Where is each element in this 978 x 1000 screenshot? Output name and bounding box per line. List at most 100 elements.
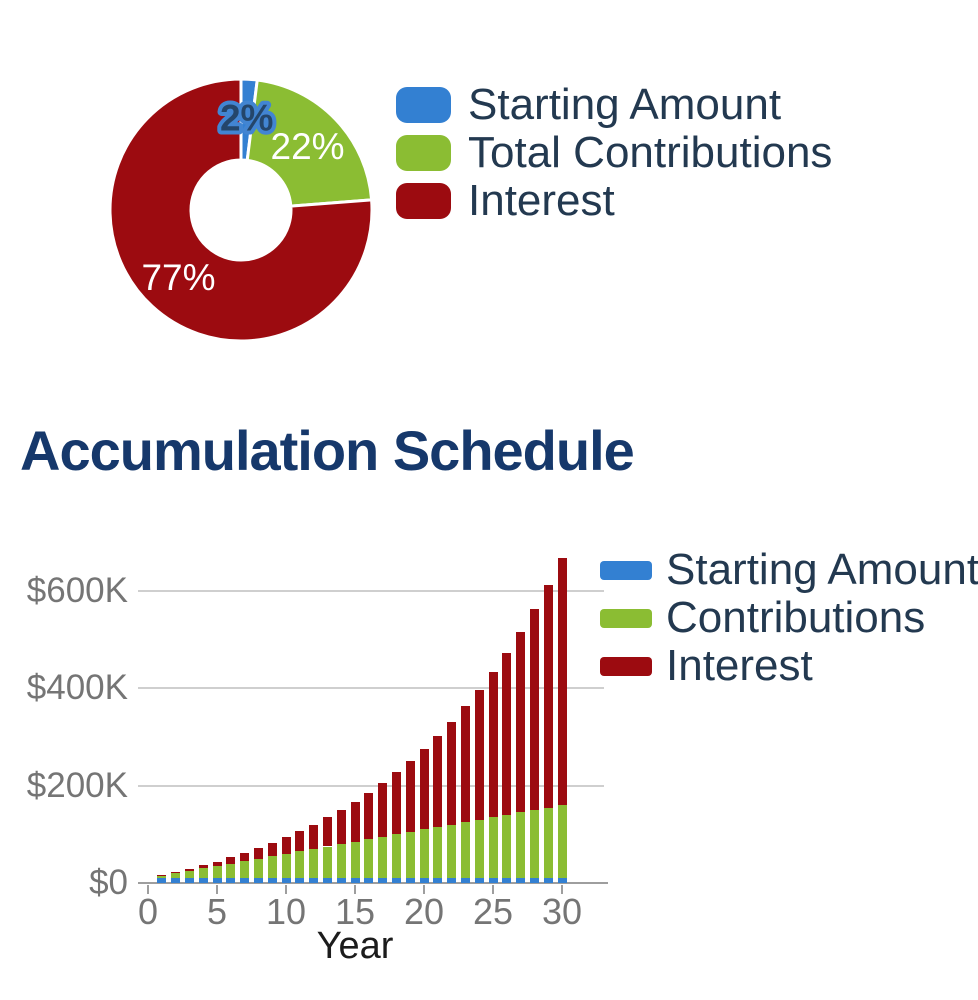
bar-year-10-starting-amount[interactable] <box>281 878 291 883</box>
pie-slice-label-starting-amount: 2% <box>220 98 273 139</box>
bar-year-13-interest[interactable] <box>322 817 332 847</box>
bar-year-25-contributions[interactable] <box>488 817 498 879</box>
bar-year-25-interest[interactable] <box>488 671 498 818</box>
bar-year-17-interest[interactable] <box>378 782 388 837</box>
bar-year-22-starting-amount[interactable] <box>447 878 457 883</box>
bar-year-20-starting-amount[interactable] <box>419 878 429 883</box>
bar-year-14-interest[interactable] <box>336 809 346 845</box>
bar-year-30-interest[interactable] <box>557 558 567 806</box>
bar-year-9-starting-amount[interactable] <box>267 878 277 883</box>
starting-amount-swatch <box>396 87 451 123</box>
bar-year-6-interest[interactable] <box>226 857 236 864</box>
bar-year-1-contributions[interactable] <box>157 875 167 879</box>
bar-year-7-contributions[interactable] <box>240 861 250 879</box>
bar-year-4-starting-amount[interactable] <box>198 878 208 883</box>
bar-year-18-starting-amount[interactable] <box>391 878 401 883</box>
bar-year-26-contributions[interactable] <box>502 814 512 879</box>
bar-year-28-starting-amount[interactable] <box>529 878 539 883</box>
bar-year-1-starting-amount[interactable] <box>157 878 167 883</box>
bar-year-11-interest[interactable] <box>295 831 305 852</box>
pie-legend-label-total-contributions: Total Contributions <box>468 128 833 177</box>
bar-year-24-contributions[interactable] <box>474 819 484 879</box>
bar-year-13-starting-amount[interactable] <box>322 878 332 883</box>
bar-year-24-starting-amount[interactable] <box>474 878 484 883</box>
bar-year-14-starting-amount[interactable] <box>336 878 346 883</box>
bar-year-20-interest[interactable] <box>419 749 429 830</box>
x-axis-tick-label: 10 <box>265 891 307 932</box>
pie-slice-interest[interactable] <box>108 77 374 343</box>
bar-year-14-contributions[interactable] <box>336 844 346 879</box>
bar-year-22-interest[interactable] <box>447 721 457 825</box>
bar-year-25-starting-amount[interactable] <box>488 878 498 883</box>
bar-year-9-interest[interactable] <box>267 842 277 857</box>
bar-year-8-starting-amount[interactable] <box>253 878 263 883</box>
bar-year-18-contributions[interactable] <box>391 834 401 879</box>
bar-year-4-contributions[interactable] <box>198 868 208 879</box>
bar-year-26-interest[interactable] <box>502 652 512 815</box>
bar-year-8-contributions[interactable] <box>253 858 263 879</box>
bar-year-7-starting-amount[interactable] <box>240 878 250 883</box>
bar-year-23-starting-amount[interactable] <box>460 878 470 883</box>
bar-year-19-interest[interactable] <box>405 761 415 832</box>
bar-year-10-contributions[interactable] <box>281 853 291 879</box>
bar-year-11-contributions[interactable] <box>295 851 305 879</box>
bar-year-30-contributions[interactable] <box>557 805 567 879</box>
bar-year-27-starting-amount[interactable] <box>516 878 526 883</box>
pie-slice-total-contributions[interactable] <box>245 78 374 208</box>
bar-year-22-contributions[interactable] <box>447 824 457 879</box>
pie-chart[interactable]: 2%22% 77% <box>95 64 395 364</box>
bar-year-11-starting-amount[interactable] <box>295 878 305 883</box>
bar-year-16-interest[interactable] <box>364 792 374 840</box>
bar-year-17-starting-amount[interactable] <box>378 878 388 883</box>
bar-year-19-contributions[interactable] <box>405 831 415 879</box>
bar-year-27-contributions[interactable] <box>516 812 526 879</box>
x-axis-tick <box>216 885 218 894</box>
bar-year-23-contributions[interactable] <box>460 822 470 879</box>
bar-year-16-contributions[interactable] <box>364 839 374 879</box>
bar-year-28-contributions[interactable] <box>529 810 539 879</box>
bar-year-17-contributions[interactable] <box>378 836 388 879</box>
bar-year-2-interest[interactable] <box>171 872 181 874</box>
bar-year-18-interest[interactable] <box>391 772 401 835</box>
bar-year-21-starting-amount[interactable] <box>433 878 443 883</box>
bar-year-27-interest[interactable] <box>516 631 526 813</box>
bar-year-29-contributions[interactable] <box>543 807 553 879</box>
bar-year-8-interest[interactable] <box>253 848 263 859</box>
bar-year-5-contributions[interactable] <box>212 865 222 879</box>
bar-year-21-interest[interactable] <box>433 735 443 828</box>
bar-year-10-interest[interactable] <box>281 837 291 854</box>
bar-year-15-contributions[interactable] <box>350 841 360 879</box>
bar-year-28-interest[interactable] <box>529 609 539 811</box>
bar-year-13-contributions[interactable] <box>322 846 332 879</box>
bar-year-29-interest[interactable] <box>543 584 553 808</box>
bar-year-12-contributions[interactable] <box>309 848 319 879</box>
pie-legend-label-interest: Interest <box>468 176 615 225</box>
bar-year-15-starting-amount[interactable] <box>350 878 360 883</box>
bar-year-30-starting-amount[interactable] <box>557 878 567 883</box>
interest-swatch <box>600 656 652 676</box>
bar-year-2-contributions[interactable] <box>171 873 181 879</box>
bar-year-16-starting-amount[interactable] <box>364 878 374 883</box>
bar-year-3-interest[interactable] <box>184 868 194 871</box>
bar-year-26-starting-amount[interactable] <box>502 878 512 883</box>
bar-year-5-starting-amount[interactable] <box>212 878 222 883</box>
bar-year-29-starting-amount[interactable] <box>543 878 553 883</box>
bar-year-24-interest[interactable] <box>474 689 484 820</box>
bar-year-4-interest[interactable] <box>198 865 208 869</box>
bar-year-12-starting-amount[interactable] <box>309 878 319 883</box>
bar-year-6-starting-amount[interactable] <box>226 878 236 883</box>
bar-year-15-interest[interactable] <box>350 801 360 842</box>
bar-year-6-contributions[interactable] <box>226 863 236 879</box>
bar-year-12-interest[interactable] <box>309 824 319 849</box>
bar-year-20-contributions[interactable] <box>419 829 429 879</box>
bar-year-5-interest[interactable] <box>212 861 222 866</box>
bar-year-19-starting-amount[interactable] <box>405 878 415 883</box>
bar-year-7-interest[interactable] <box>240 852 250 862</box>
bar-year-9-contributions[interactable] <box>267 856 277 879</box>
bar-year-21-contributions[interactable] <box>433 827 443 879</box>
bar-year-3-contributions[interactable] <box>184 870 194 879</box>
bar-year-3-starting-amount[interactable] <box>184 878 194 883</box>
bar-year-23-interest[interactable] <box>460 706 470 823</box>
starting-amount-swatch <box>600 560 652 580</box>
bar-year-2-starting-amount[interactable] <box>171 878 181 883</box>
